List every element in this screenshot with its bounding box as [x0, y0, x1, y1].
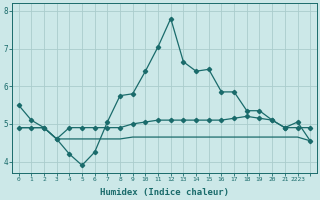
X-axis label: Humidex (Indice chaleur): Humidex (Indice chaleur) [100, 188, 229, 197]
